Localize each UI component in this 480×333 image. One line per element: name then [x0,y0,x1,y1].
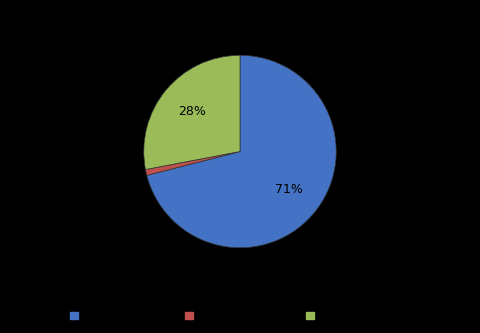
Legend: Wages & Salaries, Employee Benefits, Grants & Subsidies: Wages & Salaries, Employee Benefits, Gra… [66,307,414,325]
Wedge shape [145,152,240,175]
Text: 28%: 28% [178,105,206,118]
Text: 71%: 71% [276,183,303,196]
Wedge shape [147,55,336,248]
Wedge shape [144,55,240,169]
Text: 1%: 1% [0,332,1,333]
